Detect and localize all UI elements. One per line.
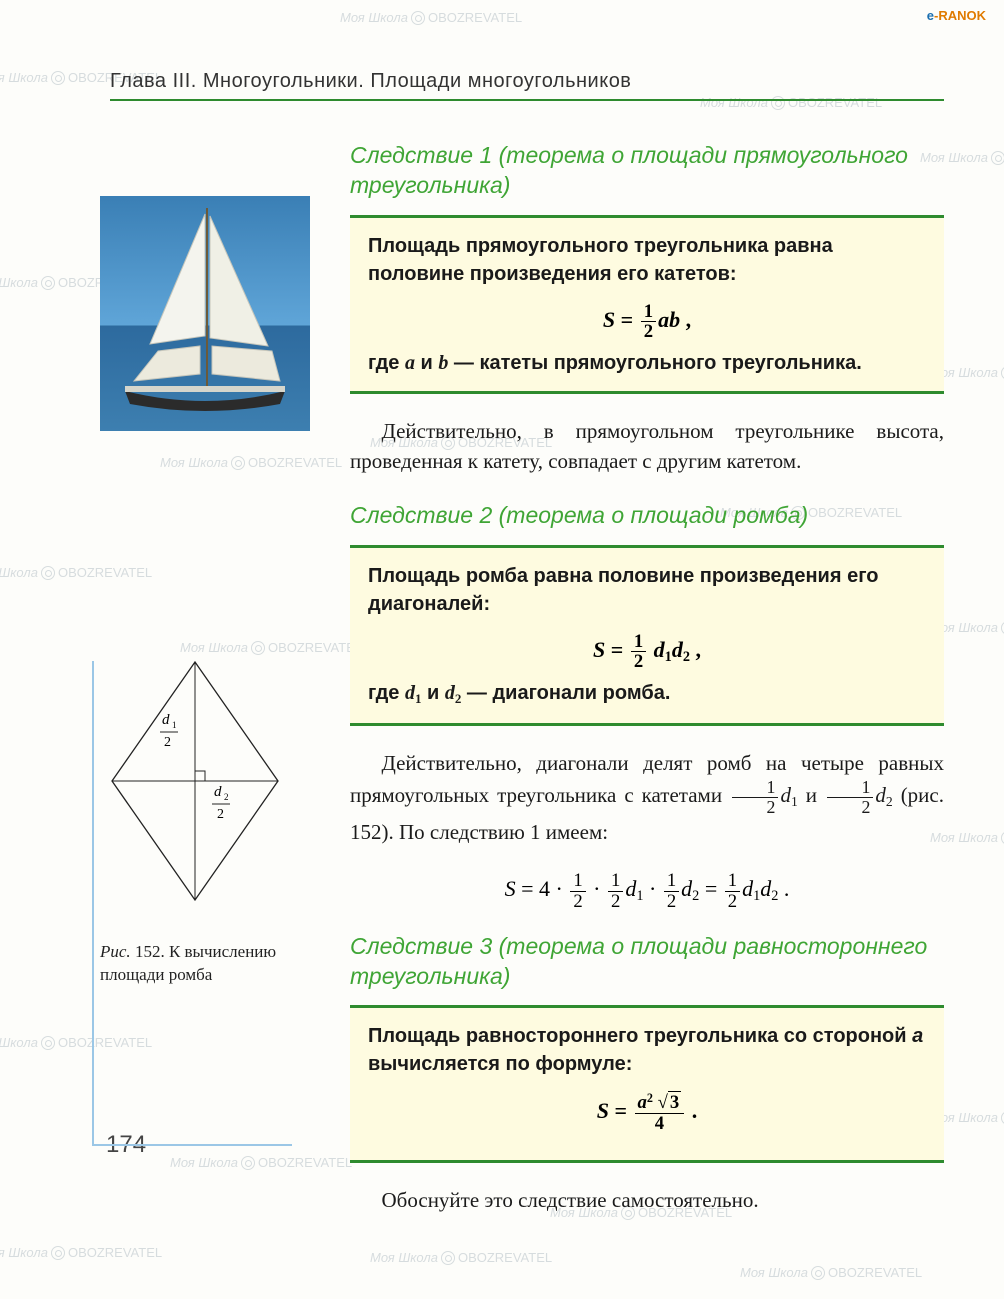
svg-text:d: d <box>214 784 222 800</box>
figure-caption: Рис. 152. К вычислению площади ромба <box>100 941 320 987</box>
svg-text:2: 2 <box>224 792 229 802</box>
corollary1-title: Следствие 1 (теорема о площади прямоугол… <box>350 141 944 201</box>
main-column: Следствие 1 (теорема о площади прямоугол… <box>350 141 944 1239</box>
corollary3-box: Площадь равностороннего треугольника со … <box>350 1005 944 1162</box>
svg-text:d: d <box>162 712 170 728</box>
corollary1-where: где a и b — катеты прямоугольного треуго… <box>368 352 926 375</box>
corollary2-where: где d1 и d2 — диагонали ромба. <box>368 682 926 707</box>
svg-text:1: 1 <box>172 720 177 730</box>
derivation-formula: S = 4 · 12 · 12d1 · 12d2 = 12d1d2 . <box>350 871 944 911</box>
corollary1-statement: Площадь прямоугольного треугольника равн… <box>368 232 926 288</box>
corollary2-formula: S = 12 d1d2 , <box>368 632 926 672</box>
corollary3-title: Следствие 3 (теорема о площади равностор… <box>350 932 944 992</box>
svg-text:2: 2 <box>217 807 224 822</box>
corollary1-formula: S = 12ab , <box>368 302 926 342</box>
corollary2-title: Следствие 2 (теорема о площади ромба) <box>350 501 944 531</box>
corollary3-statement: Площадь равностороннего треугольника со … <box>368 1022 926 1078</box>
corollary1-box: Площадь прямоугольного треугольника равн… <box>350 215 944 394</box>
chapter-header: Глава III. Многоугольники. Площади много… <box>110 70 944 101</box>
side-rule <box>92 661 94 1146</box>
page-content: Глава III. Многоугольники. Площади много… <box>0 0 1004 1279</box>
sailboat-image <box>100 196 310 431</box>
corollary2-box: Площадь ромба равна половине произведени… <box>350 545 944 726</box>
corollary2-statement: Площадь ромба равна половине произведени… <box>368 562 926 618</box>
rhombus-figure: d 1 2 d 2 2 Рис. 152. К вычислению площа… <box>100 656 320 987</box>
side-column: d 1 2 d 2 2 Рис. 152. К вычислению площа… <box>100 141 320 1239</box>
corollary3-formula: S = a2 √34 . <box>368 1092 926 1133</box>
svg-text:2: 2 <box>164 735 171 750</box>
paragraph-1: Действительно, в прямоугольном треугольн… <box>350 416 944 477</box>
paragraph-3: Обоснуйте это следствие самостоятельно. <box>350 1185 944 1215</box>
paragraph-2: Действительно, диагонали делят ромб на ч… <box>350 748 944 847</box>
